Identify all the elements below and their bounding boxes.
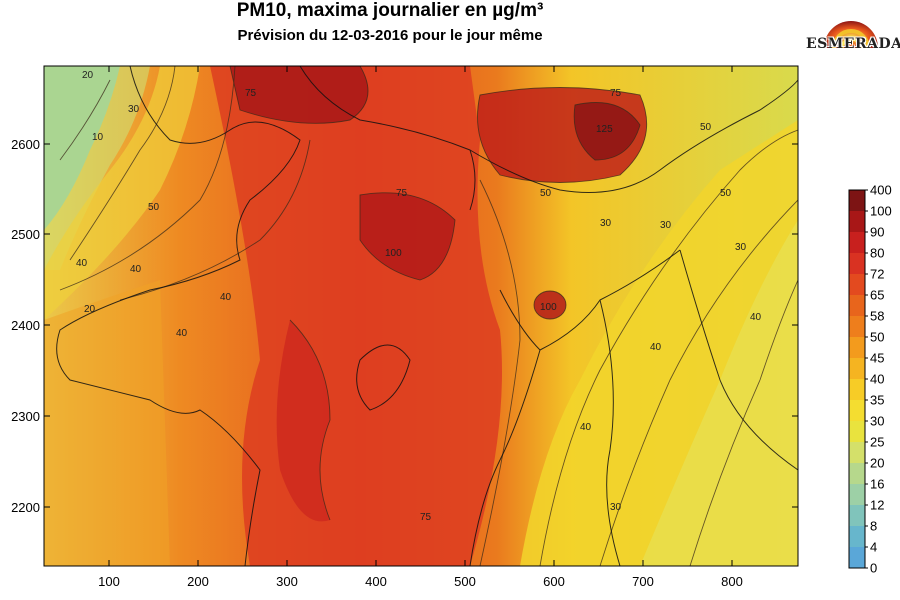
colorbar-label: 50 <box>870 330 884 345</box>
logo-text: ESMERADA <box>806 36 900 52</box>
x-axis-ticks <box>108 66 733 566</box>
colorbar-swatch <box>849 526 865 548</box>
contour-label: 75 <box>396 188 408 199</box>
colorbar-swatch <box>849 253 865 275</box>
colorbar-swatch <box>849 295 865 317</box>
map-subtitle: Prévision du 12-03-2016 pour le jour mêm… <box>237 27 543 44</box>
contour-label: 30 <box>128 104 140 115</box>
y-tick-label: 2400 <box>11 318 40 333</box>
colorbar-label: 65 <box>870 288 884 303</box>
colorbar-swatch <box>849 232 865 254</box>
x-tick-label: 400 <box>365 574 387 589</box>
x-tick-label: 600 <box>543 574 565 589</box>
colorbar-swatch <box>849 442 865 464</box>
contour-label: 30 <box>735 242 747 253</box>
y-axis-labels: 2600 2500 2400 2300 2200 <box>11 137 40 515</box>
colorbar-swatch <box>849 211 865 233</box>
x-tick-label: 200 <box>187 574 209 589</box>
contour-label: 75 <box>420 512 432 523</box>
colorbar-label: 80 <box>870 246 884 261</box>
x-tick-label: 500 <box>454 574 476 589</box>
contour-label: 50 <box>540 188 552 199</box>
map-title: PM10, maxima journalier en µg/m³ <box>236 0 544 21</box>
x-tick-label: 300 <box>276 574 298 589</box>
colorbar-label: 12 <box>870 498 884 513</box>
colorbar-label: 0 <box>870 561 877 576</box>
colorbar-label: 45 <box>870 351 884 366</box>
contour-label: 30 <box>660 220 672 231</box>
x-tick-label: 100 <box>98 574 120 589</box>
x-tick-label: 800 <box>721 574 743 589</box>
contour-label: 40 <box>130 264 142 275</box>
y-tick-label: 2200 <box>11 500 40 515</box>
colorbar-swatch <box>849 400 865 422</box>
y-tick-label: 2500 <box>11 227 40 242</box>
colorbar-swatch <box>849 358 865 380</box>
contour-label: 30 <box>600 218 612 229</box>
esmerada-logo-icon <box>824 21 878 49</box>
contour-label: 40 <box>650 342 662 353</box>
colorbar-label: 35 <box>870 393 884 408</box>
colorbar-label: 90 <box>870 225 884 240</box>
contour-label: 125 <box>596 124 613 135</box>
x-axis-labels: 100 200 300 400 500 600 700 800 <box>98 574 743 589</box>
colorbar-label: 4 <box>870 540 877 555</box>
contour-label: 50 <box>720 188 732 199</box>
colorbar-label: 8 <box>870 519 877 534</box>
x-tick-label: 700 <box>632 574 654 589</box>
coastline-borders <box>56 66 798 566</box>
y-tick-label: 2300 <box>11 409 40 424</box>
contour-label: 20 <box>84 304 96 315</box>
contour-label: 100 <box>540 302 557 313</box>
contour-label: 40 <box>76 258 88 269</box>
contour-label: 50 <box>148 202 160 213</box>
colorbar-swatch <box>849 337 865 359</box>
y-tick-label: 2600 <box>11 137 40 152</box>
colorbar-swatch <box>849 505 865 527</box>
concentration-field: 20 10 30 40 50 75 100 40 30 75 50 30 40 … <box>44 66 798 566</box>
colorbar-swatch <box>849 484 865 506</box>
colorbar-swatch <box>849 463 865 485</box>
colorbar-swatch <box>849 547 865 569</box>
colorbar-swatch <box>849 421 865 443</box>
contour-label: 75 <box>610 88 622 99</box>
colorbar-swatch <box>849 274 865 296</box>
contour-label: 40 <box>750 312 762 323</box>
contour-labels: 20 10 30 40 50 75 100 40 30 75 50 30 40 … <box>76 70 762 523</box>
contour-label: 40 <box>220 292 232 303</box>
contour-label: 50 <box>700 122 712 133</box>
y-axis-ticks <box>44 143 798 508</box>
colorbar-swatch <box>849 190 865 212</box>
colorbar-label: 100 <box>870 204 892 219</box>
colorbar-label: 72 <box>870 267 884 282</box>
colorbar-label: 25 <box>870 435 884 450</box>
colorbar-swatch <box>849 379 865 401</box>
map-frame <box>43 65 799 567</box>
contour-label: 40 <box>580 422 592 433</box>
contour-label: 40 <box>176 328 188 339</box>
colorbar-label: 20 <box>870 456 884 471</box>
colorbar-label: 40 <box>870 372 884 387</box>
contour-label: 30 <box>610 502 622 513</box>
contour-label: 100 <box>385 248 402 259</box>
contour-label: 20 <box>82 70 94 81</box>
colorbar-label: 30 <box>870 414 884 429</box>
colorbar-swatch <box>849 316 865 338</box>
colorbar-label: 400 <box>870 183 892 198</box>
colorbar-label: 16 <box>870 477 884 492</box>
contour-label: 75 <box>245 88 257 99</box>
contour-label: 10 <box>92 132 104 143</box>
colorbar-label: 58 <box>870 309 884 324</box>
